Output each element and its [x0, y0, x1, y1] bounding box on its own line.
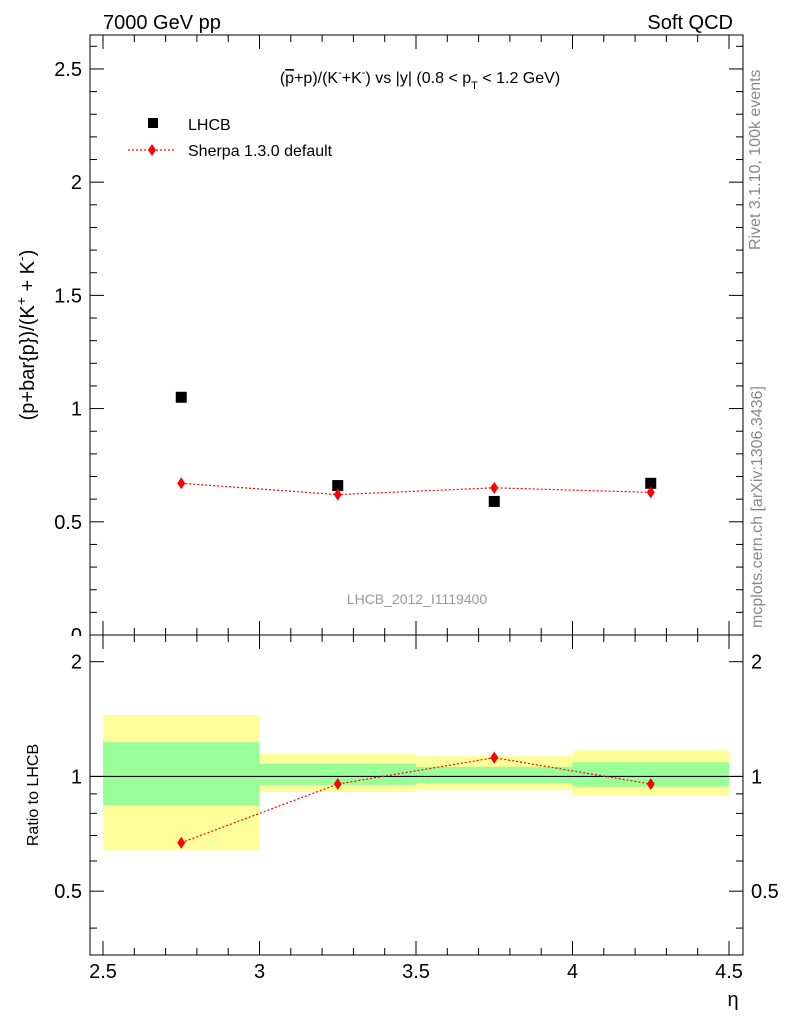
- main-ticks: 0.511.522.50: [54, 35, 743, 650]
- ratio-y-tick-label-right: 0.5: [751, 881, 779, 903]
- sherpa-point: [333, 488, 342, 501]
- ratio-x-tick-label: 3.5: [402, 961, 430, 983]
- main-y-tick-label: 2.5: [54, 59, 82, 81]
- legend-label-sherpa: Sherpa 1.3.0 default: [188, 143, 333, 160]
- legend: LHCB Sherpa 1.3.0 default: [128, 117, 333, 160]
- sherpa-point: [646, 486, 655, 499]
- ratio-y-tick-label-right: 2: [751, 652, 762, 674]
- rivet-label: Rivet 3.1.10, 100k events: [747, 69, 764, 250]
- ratio-band-inner-1: [259, 763, 416, 785]
- ratio-sherpa-point: [646, 778, 655, 791]
- lhcb-point: [645, 477, 657, 489]
- ratio-sherpa-point: [177, 836, 186, 849]
- legend-marker-lhcb: [148, 118, 158, 128]
- ratio-sherpa-point: [490, 751, 499, 764]
- lhcb-point: [332, 480, 344, 492]
- header-right: Soft QCD: [647, 12, 733, 34]
- ratio-bands: [103, 714, 729, 851]
- ratio-x-tick-label: 4.5: [715, 961, 743, 983]
- ratio-band-inner-2: [416, 766, 573, 784]
- main-y-axis-label: (p+bar{p})/(K+ + K-): [13, 250, 39, 421]
- main-data: [175, 391, 657, 507]
- sherpa-line: [181, 482, 651, 496]
- main-y-tick-label: 1: [71, 399, 82, 421]
- legend-label-lhcb: LHCB: [188, 117, 231, 134]
- ratio-sherpa-point: [333, 778, 342, 791]
- sherpa-point: [177, 477, 186, 490]
- ratio-band-inner-0: [103, 742, 260, 806]
- main-y-tick-label: 2: [71, 172, 82, 194]
- lhcb-point: [488, 495, 500, 507]
- ratio-y-tick-label-right: 1: [751, 766, 762, 788]
- ratio-y-axis-label: Ratio to LHCB: [25, 744, 42, 846]
- main-y-tick-label: 1.5: [54, 285, 82, 307]
- ratio-data: [90, 751, 743, 849]
- header-left: 7000 GeV pp: [103, 12, 221, 34]
- ratio-y-tick-label-left: 2: [71, 652, 82, 674]
- ratio-x-tick-label: 3: [254, 961, 265, 983]
- ratio-x-tick-label: 4: [567, 961, 578, 983]
- lhcb-point: [175, 391, 187, 403]
- ratio-sherpa-line: [181, 757, 651, 844]
- main-y-tick-label: 0.5: [54, 512, 82, 534]
- main-title: (p+p)/(K-+K-) vs |y| (0.8 < pT < 1.2 GeV…: [280, 67, 560, 92]
- ratio-ticks: 2.5 3 3.5 4 4.5 0.5 0.5 1 1 2 2: [54, 635, 779, 983]
- analysis-watermark: LHCB_2012_I1119400: [347, 591, 488, 607]
- sherpa-point: [490, 481, 499, 494]
- ratio-x-tick-label: 2.5: [89, 961, 117, 983]
- ratio-y-tick-label-left: 0.5: [54, 881, 82, 903]
- zero-label-clip: [60, 636, 88, 650]
- mcplots-label: mcplots.cern.ch [arXiv:1306.3436]: [749, 386, 766, 628]
- x-axis-label: η: [727, 989, 738, 1011]
- legend-marker-sherpa: [148, 144, 156, 156]
- ratio-y-tick-label-left: 1: [71, 766, 82, 788]
